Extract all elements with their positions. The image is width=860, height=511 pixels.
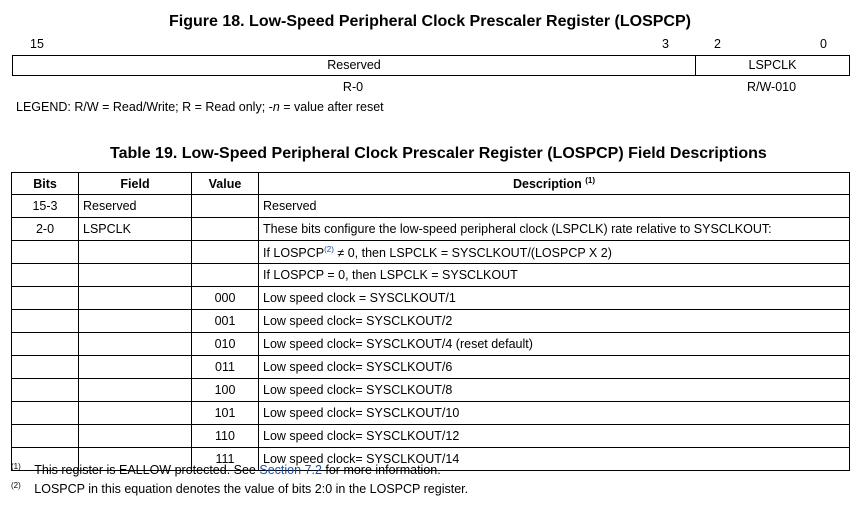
cell-description: Low speed clock= SYSCLKOUT/10 — [258, 401, 850, 425]
cell-description: Low speed clock = SYSCLKOUT/1 — [258, 286, 850, 310]
section-link[interactable]: Section 7.2 — [259, 463, 322, 477]
cell-value: 011 — [191, 355, 259, 379]
cell-value: 111 — [191, 447, 259, 471]
cell-value: 110 — [191, 424, 259, 448]
footnote-mark-1: (1) — [11, 462, 21, 471]
header-value: Value — [191, 172, 259, 195]
cell-description: If LOSPCP(2) ≠ 0, then LSPCLK = SYSCLKOU… — [258, 240, 850, 264]
cell-value: 101 — [191, 401, 259, 425]
cell-value — [191, 263, 259, 287]
header-description: Description (1) — [258, 172, 850, 195]
cell-value — [191, 240, 259, 264]
footnote-1: (1) This register is EALLOW protected. S… — [11, 462, 441, 477]
cell-bits: 15-3 — [11, 194, 79, 218]
cell-value: 001 — [191, 309, 259, 333]
bit-label-2: 2 — [714, 37, 721, 51]
bit-label-0: 0 — [820, 37, 827, 51]
header-field: Field — [78, 172, 192, 195]
cell-value — [191, 194, 259, 218]
table-row: 000 Low speed clock = SYSCLKOUT/1 — [11, 286, 850, 310]
field-description-table: Bits Field Value Description (1) 15-3 Re… — [11, 172, 850, 471]
cell-description: Low speed clock= SYSCLKOUT/6 — [258, 355, 850, 379]
cell-value: 100 — [191, 378, 259, 402]
table-row: 011 Low speed clock= SYSCLKOUT/6 — [11, 355, 850, 379]
cell-value: 000 — [191, 286, 259, 310]
table-row: 110 Low speed clock= SYSCLKOUT/12 — [11, 424, 850, 448]
table-row: 001 Low speed clock= SYSCLKOUT/2 — [11, 309, 850, 333]
table-row: If LOSPCP(2) ≠ 0, then LSPCLK = SYSCLKOU… — [11, 240, 850, 264]
table-row: 15-3 Reserved Reserved — [11, 194, 850, 218]
table-row: 2-0 LSPCLK These bits configure the low-… — [11, 217, 850, 241]
cell-value: 010 — [191, 332, 259, 356]
cell-description: Low speed clock= SYSCLKOUT/8 — [258, 378, 850, 402]
bit-label-3: 3 — [662, 37, 669, 51]
cell-value — [191, 217, 259, 241]
access-lspclk: R/W-010 — [746, 80, 797, 94]
header-bits: Bits — [11, 172, 79, 195]
cell-description: Low speed clock= SYSCLKOUT/14 — [258, 447, 850, 471]
table-row: 101 Low speed clock= SYSCLKOUT/10 — [11, 401, 850, 425]
table-header-row: Bits Field Value Description (1) — [11, 172, 850, 195]
legend: LEGEND: R/W = Read/Write; R = Read only;… — [16, 100, 384, 114]
cell-description: Low speed clock= SYSCLKOUT/12 — [258, 424, 850, 448]
table-title: Table 19. Low-Speed Peripheral Clock Pre… — [110, 145, 767, 162]
figure-title: Figure 18. Low-Speed Peripheral Clock Pr… — [169, 13, 691, 30]
cell-field: LSPCLK — [78, 217, 192, 241]
table-row: 010 Low speed clock= SYSCLKOUT/4 (reset … — [11, 332, 850, 356]
cell-bits: 2-0 — [11, 217, 79, 241]
cell-field: Reserved — [78, 194, 192, 218]
table-row: 100 Low speed clock= SYSCLKOUT/8 — [11, 378, 850, 402]
footnote-2: (2) LOSPCP in this equation denotes the … — [11, 481, 469, 496]
register-field-lspclk: LSPCLK — [748, 58, 797, 72]
register-diagram: Reserved LSPCLK — [12, 55, 850, 76]
register-field-reserved: Reserved — [13, 56, 696, 75]
bit-label-15: 15 — [30, 37, 44, 51]
footnote-ref-2[interactable]: (2) — [324, 244, 334, 254]
cell-description: Low speed clock= SYSCLKOUT/4 (reset defa… — [258, 332, 850, 356]
access-reserved: R-0 — [342, 80, 364, 94]
cell-description: These bits configure the low-speed perip… — [258, 217, 850, 241]
cell-description: If LOSPCP = 0, then LSPCLK = SYSCLKOUT — [258, 263, 850, 287]
cell-description: Reserved — [258, 194, 850, 218]
cell-description: Low speed clock= SYSCLKOUT/2 — [258, 309, 850, 333]
table-row: 111 Low speed clock= SYSCLKOUT/14 — [11, 447, 850, 471]
table-row: If LOSPCP = 0, then LSPCLK = SYSCLKOUT — [11, 263, 850, 287]
footnote-mark-2: (2) — [11, 481, 21, 490]
